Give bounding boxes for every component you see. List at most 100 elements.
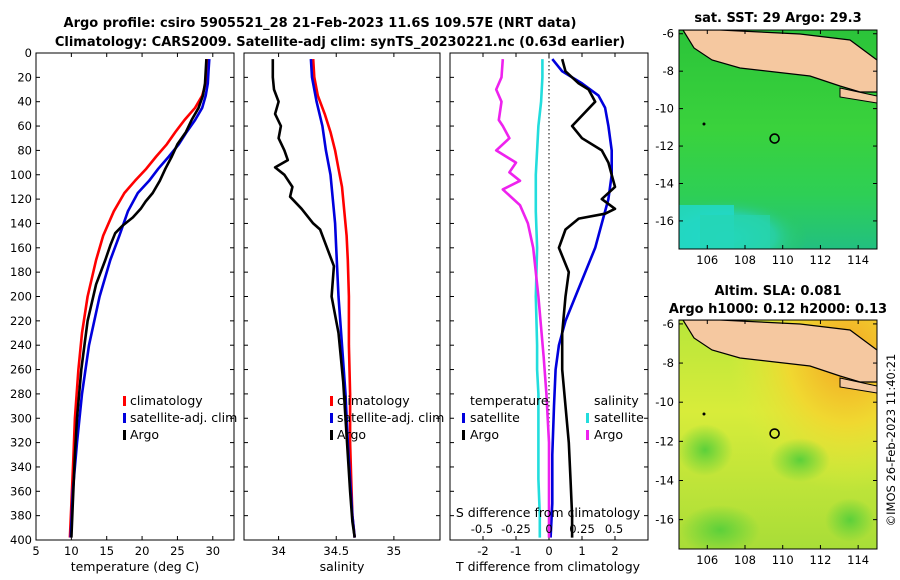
argo-location-marker [769, 428, 780, 439]
legend-label-t-argo: Argo [470, 427, 499, 442]
legend-label-s-argo: Argo [594, 427, 623, 442]
lat-tick-label: -10 [655, 395, 674, 409]
legend-label-climatology: climatology [130, 393, 203, 408]
sla-map-frame [678, 319, 878, 550]
legend-label-argo: Argo [130, 427, 159, 442]
lat-tick-label: -12 [655, 139, 674, 153]
y-tick-label: 360 [10, 484, 32, 498]
legend-swatch-climatology [123, 396, 126, 406]
lon-tick-label: 114 [847, 553, 869, 567]
y-tick-label: 160 [10, 241, 32, 255]
lat-tick-label: -10 [655, 102, 674, 116]
sla-low-region-4 [825, 498, 875, 542]
temperature-panel: 0 20 40 60 80 100 120 140 160 180 200 220 240 260 280 3… [10, 46, 237, 574]
argo-location-marker [769, 133, 780, 144]
sla-map-title-2: Argo h1000: 0.12 h2000: 0.13 [669, 302, 887, 317]
x-tick-label: 10 [64, 544, 79, 558]
legend-swatch-satellite-adj [330, 413, 333, 423]
sla-low-region-2 [770, 438, 830, 482]
sla-map-title-1: Altim. SLA: 0.081 [715, 284, 842, 299]
x-tick-label: 25 [170, 544, 185, 558]
island-coast [839, 377, 877, 394]
temperature-diff-legend: temperature satellite Argo [462, 393, 549, 442]
lon-tick-label: 114 [847, 253, 869, 267]
legend-label-argo: Argo [337, 427, 366, 442]
sst-lon-ticks: 106 108 110 112 114 [696, 30, 869, 267]
temperature-legend: climatology satellite-adj. clim Argo [123, 393, 237, 442]
legend-title-salinity: salinity [594, 393, 639, 408]
salinity-diff-legend: salinity satellite Argo [586, 393, 644, 442]
sst-map-field [679, 30, 877, 249]
difference-series [494, 58, 617, 538]
y-tick-label: 100 [10, 168, 32, 182]
temperature-axes-box [35, 52, 235, 541]
series-climatology [68, 59, 210, 538]
java-landmass [679, 320, 877, 383]
sla-map-panel: Altim. SLA: 0.081 Argo h1000: 0.12 h2000… [655, 284, 887, 567]
temperature-xlabel: temperature (deg C) [71, 559, 200, 574]
temperature-series [68, 59, 211, 538]
series-satellite-adj-clim [69, 59, 211, 538]
lat-tick-label: -14 [655, 473, 674, 487]
x-tick-label: -1 [510, 544, 521, 558]
y-tick-label: 320 [10, 436, 32, 450]
lon-tick-label: 106 [696, 253, 718, 267]
lat-tick-label: -6 [663, 317, 674, 331]
lat-tick-label: -14 [655, 176, 674, 190]
y-tick-label: 120 [10, 192, 32, 206]
x-tick-label: 0 [545, 544, 552, 558]
sla-low-region-3 [680, 505, 760, 549]
small-island [702, 412, 706, 416]
sla-lon-ticks: 106 108 110 112 114 [696, 320, 869, 567]
imos-timestamp: ©IMOS 26-Feb-2023 11:40:21 [884, 354, 898, 527]
series-salinity-argo [494, 59, 551, 538]
sst-map-frame [678, 29, 878, 250]
y-tick-label: 80 [17, 143, 32, 157]
legend-swatch-satellite-adj [123, 413, 126, 423]
lat-tick-label: -16 [655, 513, 674, 527]
difference-panel: -2 -1 0 1 2 T difference from climatology S … [449, 52, 649, 574]
y-tick-label: 140 [10, 216, 32, 230]
legend-swatch-s-satellite [586, 413, 589, 423]
lon-tick-label: 106 [696, 553, 718, 567]
series-argo [271, 59, 356, 538]
x-tick-label: 35 [387, 544, 402, 558]
y-tick-label: 400 [10, 533, 32, 547]
lon-tick-label: 108 [734, 253, 756, 267]
x-tick-label: 1 [578, 544, 585, 558]
s-tick-label: -0.25 [501, 522, 531, 536]
y-tick-label: 340 [10, 460, 32, 474]
salinity-ticks: 34 34.5 35 [271, 53, 401, 558]
lon-tick-label: 112 [809, 553, 831, 567]
y-tick-label: 60 [17, 119, 32, 133]
y-tick-label: 280 [10, 387, 32, 401]
x-tick-label: 20 [135, 544, 150, 558]
series-temperature-argo [557, 58, 617, 538]
y-tick-label: 380 [10, 509, 32, 523]
salinity-axes-box [243, 52, 441, 541]
difference-yticks [450, 52, 648, 541]
y-tick-label: 260 [10, 363, 32, 377]
t-difference-ticks: -2 -1 0 1 2 [477, 53, 619, 558]
y-tick-label: 180 [10, 265, 32, 279]
salinity-yticks [244, 52, 440, 541]
lat-tick-label: -12 [655, 434, 674, 448]
x-tick-label: 34 [271, 544, 286, 558]
legend-label-climatology: climatology [337, 393, 410, 408]
y-tick-label: 300 [10, 411, 32, 425]
s-tick-label: 0 [545, 522, 552, 536]
x-tick-label: 30 [205, 544, 220, 558]
legend-swatch-argo [123, 430, 126, 440]
salinity-panel: 34 34.5 35 salinity climatology satellite-… [243, 52, 444, 574]
s-tick-label: -0.5 [471, 522, 493, 536]
legend-swatch-s-argo [586, 430, 589, 440]
title-line-1: Argo profile: csiro 5905521_28 21-Feb-20… [64, 16, 577, 31]
pressure-ticks: 0 20 40 60 80 100 120 140 160 180 200 220 240 260 280 3… [10, 46, 234, 547]
series-argo [70, 59, 208, 538]
lat-tick-label: -6 [663, 27, 674, 41]
legend-label-satellite-adj: satellite-adj. clim [130, 410, 237, 425]
y-tick-label: 220 [10, 314, 32, 328]
salinity-series [271, 59, 356, 538]
s-difference-xlabel: S difference from climatology [456, 505, 641, 520]
